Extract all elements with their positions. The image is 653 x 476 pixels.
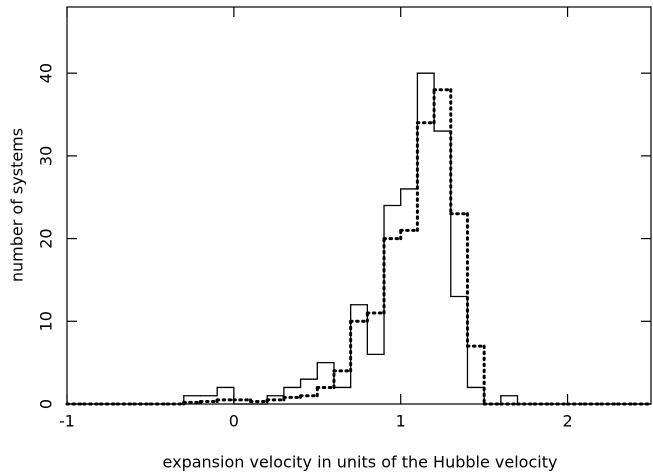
x-tick-label: 1 [396, 412, 406, 431]
x-tick-label: 0 [229, 412, 239, 431]
y-tick-label: 40 [37, 63, 56, 83]
x-tick-label: -1 [59, 412, 75, 431]
y-axis-label: number of systems [8, 128, 27, 282]
y-tick-label: 0 [37, 399, 56, 409]
y-tick-label: 20 [37, 228, 56, 248]
y-tick-label: 30 [37, 146, 56, 166]
y-tick-label: 10 [37, 311, 56, 331]
x-axis-label: expansion velocity in units of the Hubbl… [163, 453, 558, 472]
x-tick-label: 2 [562, 412, 572, 431]
plot-frame [66, 6, 652, 405]
